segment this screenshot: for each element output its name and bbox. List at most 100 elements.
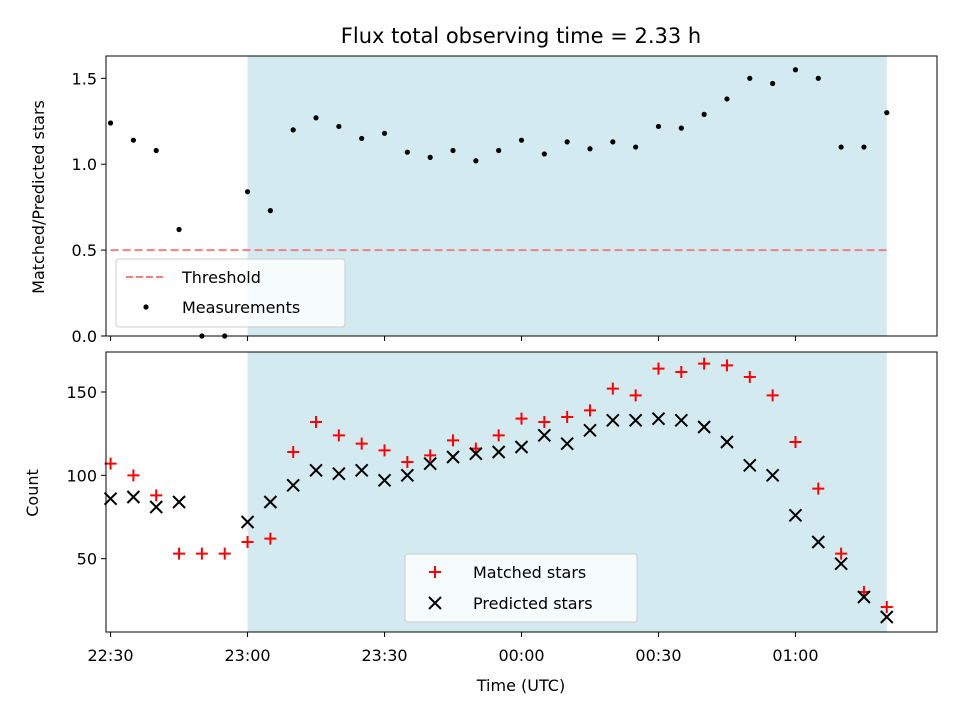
top-panel: 0.0 0.5 1.0 1.5 Matched/Predicted stars Thr… [29,55,938,346]
predicted-star-point [332,466,346,481]
predicted-stars-points [103,411,894,624]
matched-star-point [675,366,688,378]
measurement-point [290,127,296,133]
matched-star-point [720,359,733,372]
predicted-star-point [674,413,689,428]
matched-star-point [583,404,596,417]
matched-star-point [606,382,619,395]
measurement-point [792,67,799,73]
matched-star-point [492,429,505,442]
measurement-point [473,158,479,164]
measurement-point [633,144,639,150]
predicted-star-point [514,440,529,454]
measurement-point [450,147,456,154]
matched-star-point [332,429,345,442]
predicted-star-point [811,535,825,549]
matched-star-point [698,357,711,370]
matched-star-point [789,436,802,448]
predicted-star-point [309,463,323,478]
matched-star-point [835,547,848,560]
measurement-point [564,139,570,145]
legend-measurement-swatch [143,304,149,310]
x-tick-label: 00:00 [498,646,544,665]
measurement-point [770,80,776,87]
bottom-legend: Matched stars Predicted stars [404,553,638,623]
predicted-star-point [400,468,415,483]
matched-stars-points [104,357,893,613]
matched-star-point [515,412,528,425]
predicted-star-point [103,491,118,506]
measurement-point [861,144,867,150]
matched-star-point [629,389,642,402]
top-y-tick-label: 0.5 [72,241,97,260]
top-y-tick-label: 0.0 [72,327,97,346]
predicted-star-point [537,428,552,443]
matched-star-point [743,371,756,383]
predicted-star-point [788,508,803,523]
predicted-star-point [263,495,278,509]
legend-matched-label: Matched stars [473,563,586,582]
legend-predicted-label: Predicted stars [473,594,593,613]
measurement-point [655,123,662,130]
measurement-point [359,135,365,142]
predicted-star-point [172,495,186,509]
predicted-star-point [286,478,300,493]
bottom-axes-frame [105,351,938,633]
predicted-star-point [126,490,141,504]
measurement-point [336,123,342,130]
predicted-star-point [880,610,894,624]
predicted-star-point [469,446,483,461]
predicted-star-point [651,411,666,426]
matched-star-point [195,547,208,560]
bottom-legend-box [404,553,638,623]
predicted-star-point [377,473,392,488]
x-tick-label: 23:00 [224,646,270,665]
measurement-point [313,115,319,121]
measurement-point [176,226,182,233]
matched-star-point [173,547,186,560]
predicted-star-point [606,413,620,428]
top-y-axis-label: Matched/Predicted stars [29,100,48,294]
matched-star-point [880,601,893,613]
measurement-point [518,137,525,143]
matched-star-point [378,444,391,457]
matched-star-point [264,532,277,545]
measurement-point [701,111,707,118]
measurement-points [107,67,890,339]
predicted-star-point [240,515,255,529]
top-legend-box [115,258,346,328]
top-x-ticks [110,336,796,341]
bottom-x-ticks: 22:30 23:00 23:30 00:00 00:30 01:00 [88,632,819,665]
legend-matched-swatch [429,566,441,578]
predicted-star-point [583,423,597,438]
measurement-point [838,144,844,150]
measurement-point [678,125,684,131]
predicted-star-point [423,456,437,471]
measurement-point [815,75,821,81]
measurement-point [541,151,547,157]
predicted-star-point [354,463,369,478]
predicted-star-point [491,445,506,459]
predicted-star-point [720,435,734,449]
bottom-y-ticks: 50 100 150 [66,383,106,569]
bottom-y-tick-label: 150 [66,383,97,402]
x-axis-label: Time (UTC) [476,676,565,695]
predicted-star-point [765,468,780,483]
measurement-point [404,149,410,155]
x-tick-label: 01:00 [772,646,818,665]
measurement-point [724,96,730,102]
bottom-y-tick-label: 100 [66,466,97,485]
matched-star-point [310,416,323,428]
matched-star-point [150,489,163,502]
measurement-point [427,154,433,160]
measurement-point [244,189,251,195]
top-y-tick-label: 1.0 [72,155,97,174]
top-y-tick-label: 1.5 [72,69,97,88]
matched-star-point [766,389,779,402]
top-legend: Threshold Measurements [115,258,346,328]
x-tick-label: 00:30 [635,646,681,665]
measurement-point [130,137,136,143]
matched-star-point [561,411,574,423]
